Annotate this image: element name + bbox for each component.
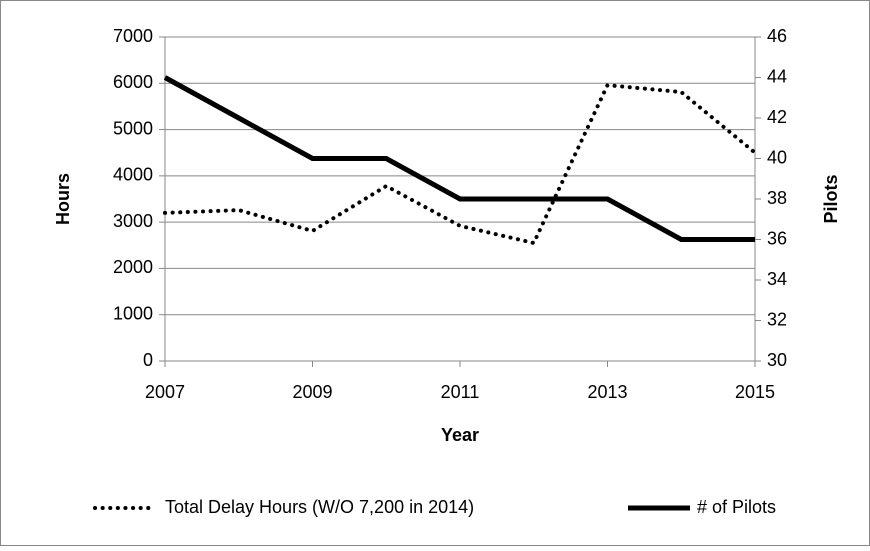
- x-tick-label: 2015: [735, 382, 775, 402]
- y-tick-label: 6000: [113, 72, 153, 92]
- y2-tick-label: 30: [767, 350, 787, 370]
- y-axis-title: Hours: [53, 173, 73, 225]
- y-tick-label: 0: [143, 350, 153, 370]
- y2-tick-label: 46: [767, 26, 787, 46]
- x-tick-label: 2007: [145, 382, 185, 402]
- y2-tick-label: 42: [767, 107, 787, 127]
- y-tick-label: 5000: [113, 118, 153, 138]
- y2-tick-label: 44: [767, 66, 787, 86]
- y2-axis-title: Pilots: [821, 174, 841, 223]
- y-tick-label: 2000: [113, 257, 153, 277]
- series-line: [163, 83, 757, 246]
- series-line: [163, 75, 755, 242]
- y-tick-label: 4000: [113, 165, 153, 185]
- y2-tick-label: 32: [767, 309, 787, 329]
- y2-tick-label: 40: [767, 147, 787, 167]
- x-tick-label: 2011: [441, 382, 480, 402]
- x-tick-label: 2013: [587, 382, 627, 402]
- y2-tick-label: 38: [767, 188, 787, 208]
- y-tick-label: 7000: [113, 26, 153, 46]
- y-tick-label: 3000: [113, 211, 153, 231]
- legend-label: Total Delay Hours (W/O 7,200 in 2014): [165, 497, 474, 517]
- x-tick-label: 2009: [292, 382, 332, 402]
- y2-tick-label: 34: [767, 269, 787, 289]
- x-axis-title: Year: [441, 425, 479, 445]
- legend-label: # of Pilots: [697, 497, 776, 517]
- y-tick-label: 1000: [113, 303, 153, 323]
- y2-tick-label: 36: [767, 228, 787, 248]
